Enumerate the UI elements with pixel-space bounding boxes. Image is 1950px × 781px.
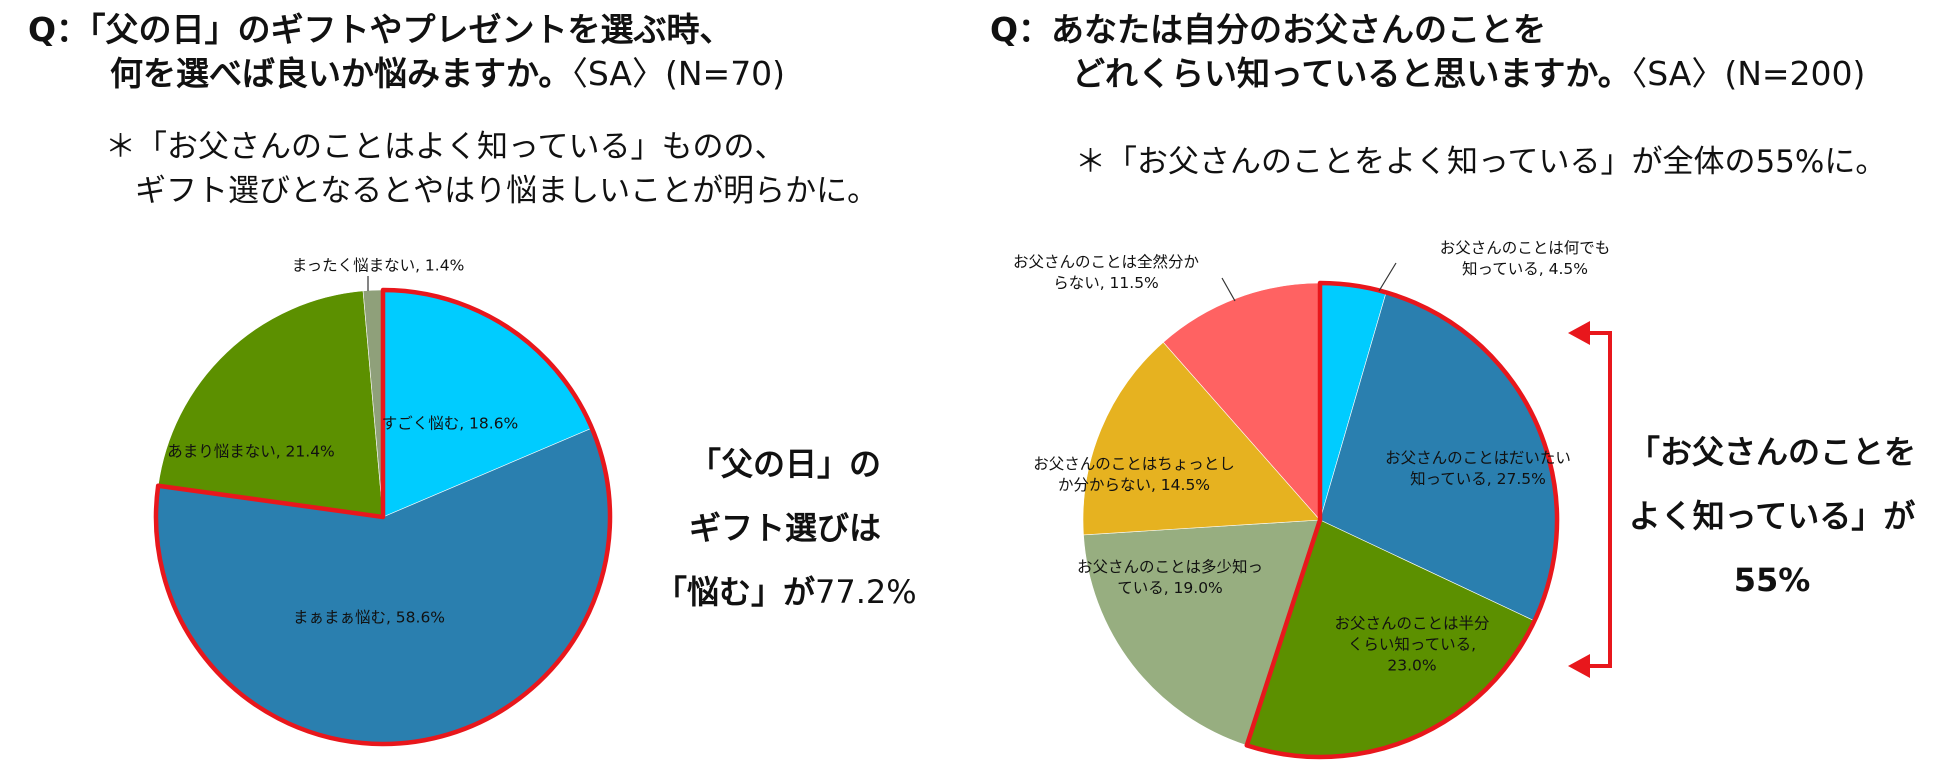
right-question: Q：あなたは自分のお父さんのことを どれくらい知っていると思いますか。〈SA〉(… — [990, 8, 1865, 96]
slice-label: らない, 11.5% — [1053, 274, 1159, 292]
slice-label: お父さんのことは多少知っ — [1077, 558, 1263, 576]
pie-slice — [1083, 519, 1321, 746]
left-note: ＊「お父さんのことはよく知っている」ものの、 ギフト選びとなるとやはり悩ましいこ… — [105, 125, 878, 213]
slice-label: か分からない, 14.5% — [1058, 476, 1210, 494]
slice-label: 知っている, 27.5% — [1410, 470, 1546, 488]
pie-left: すごく悩む, 18.6% まぁまぁ悩む, 58.6% あまり悩まない, 21.4% ま… — [153, 257, 613, 747]
slice-label: まったく悩まない, 1.4% — [292, 257, 465, 275]
left-question-line1: Q：「父の日」のギフトやプレゼントを選ぶ時、 — [28, 10, 733, 49]
slice-label: あまり悩まない, 21.4% — [167, 443, 335, 461]
left-callout-line3: 「悩む」が — [655, 573, 816, 611]
pie-slice — [1162, 282, 1321, 521]
slice-label: すごく悩む, 18.6% — [382, 415, 519, 433]
left-note-line1: ＊「お父さんのことはよく知っている」ものの、 — [105, 129, 786, 165]
bracket-arrow-bottom — [1568, 654, 1590, 678]
pie-slice — [1082, 341, 1321, 536]
right-note-line1: ＊「お父さんのことをよく知っている」が全体の55%に。 — [1075, 144, 1887, 180]
left-callout-value: 77.2% — [815, 573, 917, 611]
highlight-outline — [1244, 280, 1560, 760]
left-question-suffix: 〈SA〉(N=70) — [571, 54, 786, 93]
left-callout: 「父の日」の ギフト選びは 「悩む」が77.2% — [655, 432, 917, 624]
right-note: ＊「お父さんのことをよく知っている」が全体の55%に。 — [1075, 140, 1886, 184]
slice-label: お父さんのことは半分 — [1334, 615, 1489, 633]
highlight-outline — [153, 287, 613, 747]
right-callout: 「お父さんのことを よく知っている」が 55% — [1622, 420, 1922, 612]
slice-label: くらい知っている, — [1348, 636, 1476, 654]
left-question-line2: 何を選べば良いか悩みますか。 — [110, 54, 572, 93]
leader-line — [1221, 277, 1236, 302]
left-note-line2: ギフト選びとなるとやはり悩ましいことが明らかに。 — [135, 173, 879, 209]
left-callout-line1: 「父の日」の — [688, 445, 881, 483]
slice-label: 知っている, 4.5% — [1462, 260, 1588, 278]
slice-label: ている, 19.0% — [1117, 579, 1223, 597]
right-callout-line3: 55% — [1733, 561, 1811, 599]
bracket-55 — [1568, 321, 1612, 678]
slice-label: まぁまぁ悩む, 58.6% — [293, 609, 445, 627]
slice-label: お父さんのことは何でも — [1440, 239, 1611, 257]
right-question-suffix: 〈SA〉(N=200) — [1630, 54, 1866, 93]
right-callout-line2: よく知っている」が — [1628, 497, 1916, 535]
left-callout-line2: ギフト選びは — [688, 509, 881, 547]
right-question-line1: Q：あなたは自分のお父さんのことを — [990, 10, 1547, 49]
right-question-line2: どれくらい知っていると思いますか。 — [1072, 54, 1631, 93]
slice-label: お父さんのことはちょっとし — [1033, 455, 1235, 473]
left-question: Q：「父の日」のギフトやプレゼントを選ぶ時、 何を選べば良いか悩みますか。〈SA… — [28, 8, 785, 96]
slice-label: お父さんのことはだいたい — [1385, 449, 1571, 467]
right-callout-line1: 「お父さんのことを — [1627, 433, 1916, 471]
slice-label: お父さんのことは全然分か — [1013, 253, 1199, 271]
slice-label: 23.0% — [1387, 657, 1436, 675]
pie-slice — [157, 290, 384, 518]
bracket-arrow-top — [1568, 321, 1590, 345]
bracket-line — [1582, 331, 1612, 668]
leader-line — [1378, 262, 1397, 292]
